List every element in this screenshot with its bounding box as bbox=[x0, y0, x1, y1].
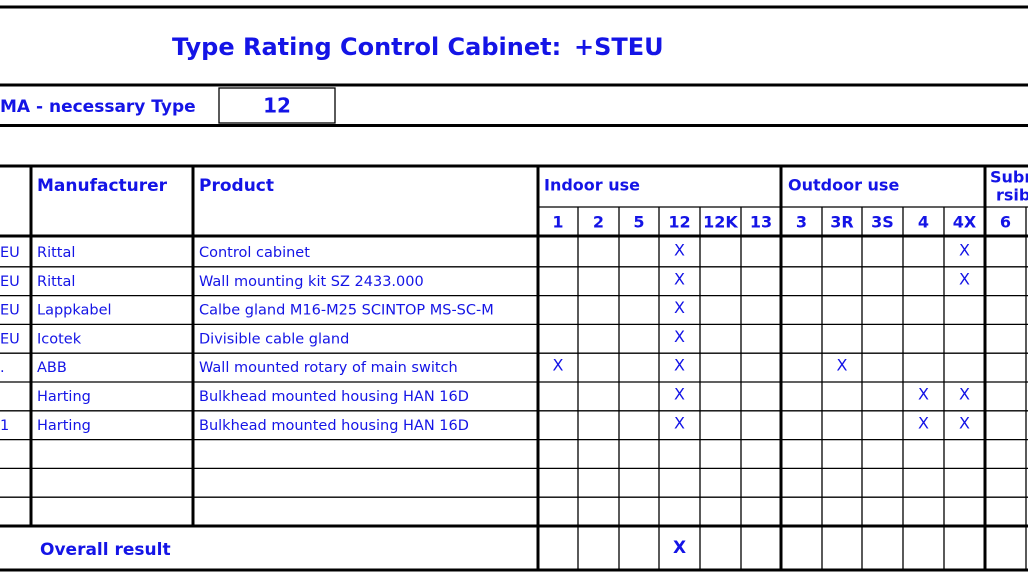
type-header: 12K bbox=[703, 213, 738, 232]
group-header: rsib bbox=[996, 186, 1028, 205]
type-mark: X bbox=[959, 241, 970, 260]
manufacturer: Rittal bbox=[37, 245, 75, 261]
product: Wall mounting kit SZ 2433.000 bbox=[199, 274, 424, 290]
stub: 1 bbox=[0, 418, 9, 434]
manufacturer: ABB bbox=[37, 360, 67, 376]
type-mark: X bbox=[674, 241, 685, 260]
product: Wall mounted rotary of main switch bbox=[199, 360, 458, 376]
type-header: 4X bbox=[953, 213, 977, 232]
type-header: 1 bbox=[552, 213, 563, 232]
manufacturer: Lappkabel bbox=[37, 303, 112, 319]
type-header: 5 bbox=[633, 213, 644, 232]
cabinet-id: +STEU bbox=[574, 33, 664, 61]
type-mark: X bbox=[959, 413, 970, 432]
manufacturer: Rittal bbox=[37, 274, 75, 290]
stub: . bbox=[0, 360, 5, 376]
type-box bbox=[218, 87, 336, 124]
stub: EU bbox=[0, 331, 20, 347]
type-mark: X bbox=[959, 385, 970, 404]
overall-mark: X bbox=[673, 538, 686, 558]
col-header: Product bbox=[199, 176, 274, 196]
type-header: 13 bbox=[750, 213, 772, 232]
type-label: MA - necessary Type bbox=[0, 97, 196, 117]
type-header: 12 bbox=[668, 213, 690, 232]
stub: EU bbox=[0, 245, 20, 261]
type-mark: X bbox=[674, 385, 685, 404]
type-header: 3S bbox=[871, 213, 894, 232]
manufacturer: Harting bbox=[37, 418, 91, 434]
type-mark: X bbox=[674, 298, 685, 317]
type-mark: X bbox=[837, 356, 848, 375]
type-mark: X bbox=[959, 269, 970, 288]
type-mark: X bbox=[918, 385, 929, 404]
stub: EU bbox=[0, 274, 20, 290]
product: Control cabinet bbox=[199, 245, 310, 261]
grid bbox=[0, 5, 1028, 572]
type-mark: X bbox=[674, 356, 685, 375]
type-header: 3R bbox=[830, 213, 853, 232]
type-mark: X bbox=[674, 269, 685, 288]
manufacturer: Icotek bbox=[37, 331, 82, 347]
type-header: 3 bbox=[796, 213, 807, 232]
product: Bulkhead mounted housing HAN 16D bbox=[199, 389, 469, 405]
type-mark: X bbox=[553, 356, 564, 375]
type-mark: X bbox=[918, 413, 929, 432]
stub: EU bbox=[0, 303, 20, 319]
type-mark: X bbox=[674, 327, 685, 346]
title: Type Rating Control Cabinet: bbox=[172, 33, 561, 61]
type-header: 4 bbox=[918, 213, 929, 232]
product: Bulkhead mounted housing HAN 16D bbox=[199, 418, 469, 434]
overall-label: Overall result bbox=[40, 540, 171, 560]
manufacturer: Harting bbox=[37, 389, 91, 405]
product: Divisible cable gland bbox=[199, 331, 349, 347]
type-value: 12 bbox=[263, 94, 291, 118]
col-header: Manufacturer bbox=[37, 176, 168, 196]
type-mark: X bbox=[674, 413, 685, 432]
product: Calbe gland M16-M25 SCINTOP MS-SC-M bbox=[199, 303, 494, 319]
group-header: Indoor use bbox=[544, 176, 640, 195]
type-header: 2 bbox=[593, 213, 604, 232]
group-header: Outdoor use bbox=[788, 176, 899, 195]
type-header: 6 bbox=[1000, 213, 1011, 232]
